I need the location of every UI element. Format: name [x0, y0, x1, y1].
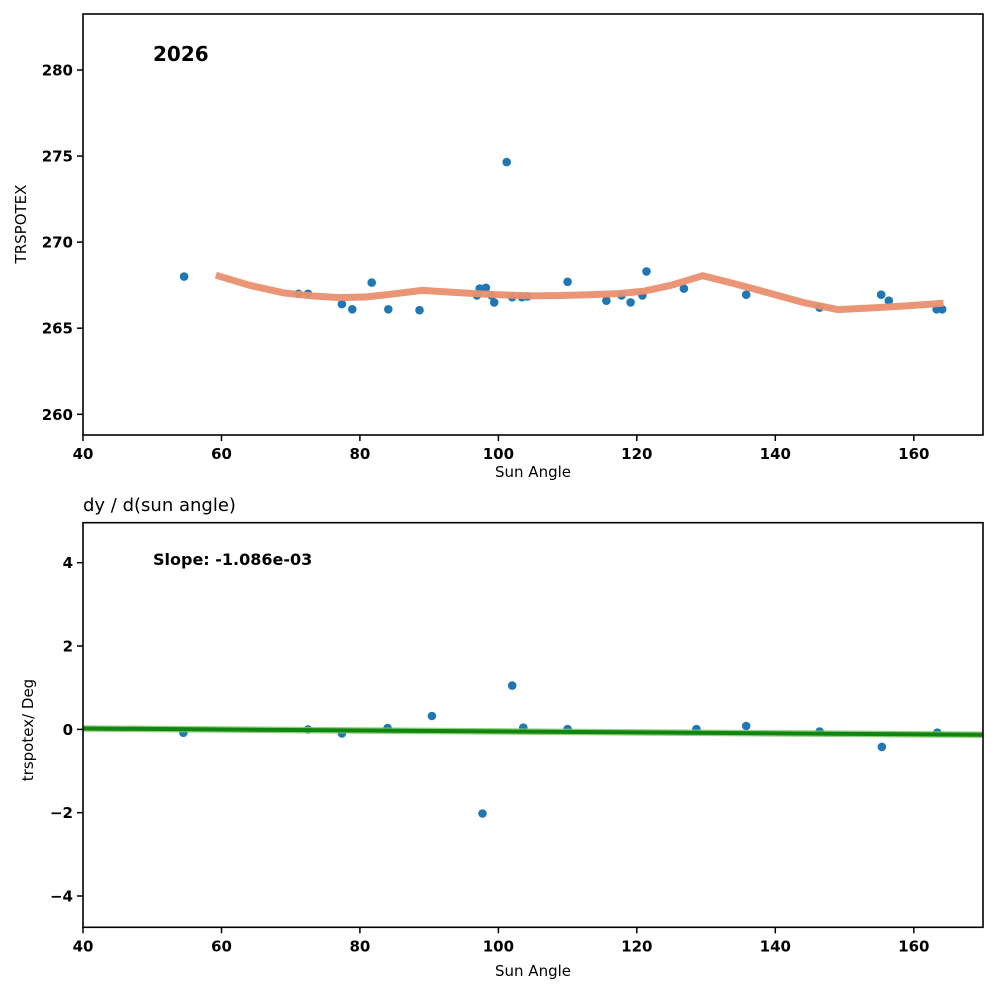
y-tick-label: −2 — [50, 804, 73, 822]
plot-border — [82, 13, 984, 436]
data-point — [937, 305, 947, 314]
x-tick-label: 160 — [898, 937, 929, 955]
x-tick-label: 60 — [211, 937, 232, 955]
y-tick-label: 260 — [42, 406, 73, 424]
top-annotation-year: 2026 — [153, 42, 209, 66]
bottom-xaxis-label: Sun Angle — [495, 962, 571, 980]
data-point — [337, 299, 347, 309]
y-tick-label: 265 — [42, 320, 73, 338]
data-point — [478, 809, 487, 818]
data-point — [626, 298, 635, 307]
y-tick-label: 2 — [63, 638, 73, 656]
data-point — [179, 272, 189, 281]
data-point — [507, 681, 517, 690]
x-tick-label: 40 — [73, 937, 94, 955]
data-point — [367, 278, 377, 287]
axes-frame: 40 60 80 100 120 140 160 −4 −2 0 2 4 — [50, 521, 984, 955]
data-point — [384, 305, 393, 314]
x-tick-label: 60 — [211, 445, 232, 463]
bottom-yaxis-label: trspotex/ Deg — [19, 679, 37, 781]
data-point — [741, 290, 751, 300]
x-tick-label: 100 — [483, 937, 514, 955]
fit-line — [82, 726, 984, 737]
data-point — [602, 296, 611, 306]
data-point — [348, 305, 357, 314]
data-point — [481, 283, 491, 293]
data-point — [679, 284, 689, 293]
x-tick-label: 40 — [73, 445, 94, 463]
x-tick-label: 100 — [483, 445, 514, 463]
bottom-plot: 40 60 80 100 120 140 160 −4 −2 0 2 4 dy / d(sun ang… — [19, 495, 984, 980]
trend-line — [214, 271, 944, 314]
x-tick-label: 120 — [621, 937, 652, 955]
top-plot-layer: 40 60 80 100 120 140 160 260 265 270 275 280 — [42, 13, 984, 463]
y-tick-label: 0 — [63, 721, 73, 739]
data-point — [427, 711, 437, 721]
data-point — [563, 277, 572, 287]
axes-frame: 40 60 80 100 120 140 160 260 265 270 275 280 — [42, 13, 984, 463]
data-point — [489, 298, 499, 307]
top-xaxis-label: Sun Angle — [495, 463, 571, 480]
data-point — [741, 721, 751, 731]
x-tick-label: 80 — [349, 937, 370, 955]
y-tick-label: 270 — [42, 234, 73, 252]
data-point — [642, 267, 651, 276]
x-tick-label: 140 — [760, 445, 791, 463]
data-point — [876, 290, 886, 300]
x-tick-label: 160 — [898, 445, 929, 463]
y-tick-label: 275 — [42, 148, 73, 166]
data-point — [884, 296, 894, 306]
y-tick-label: 280 — [42, 62, 73, 80]
slope-annotation: Slope: -1.086e-03 — [153, 550, 312, 569]
data-point — [415, 305, 424, 315]
data-point — [502, 157, 512, 167]
plot-border — [82, 521, 984, 929]
data-point — [877, 742, 887, 752]
x-tick-label: 80 — [349, 445, 370, 463]
top-plot: 40 60 80 100 120 140 160 260 265 270 275 280 2026 S… — [12, 13, 984, 480]
x-tick-label: 140 — [760, 937, 791, 955]
y-tick-label: 4 — [63, 554, 73, 572]
top-yaxis-label: TRSPOTEX — [12, 185, 30, 265]
bottom-plot-layer: 40 60 80 100 120 140 160 −4 −2 0 2 4 — [50, 521, 984, 955]
scatter-series — [179, 681, 942, 818]
y-tick-label: −4 — [50, 888, 73, 906]
x-tick-label: 120 — [621, 445, 652, 463]
bottom-title: dy / d(sun angle) — [83, 495, 236, 516]
